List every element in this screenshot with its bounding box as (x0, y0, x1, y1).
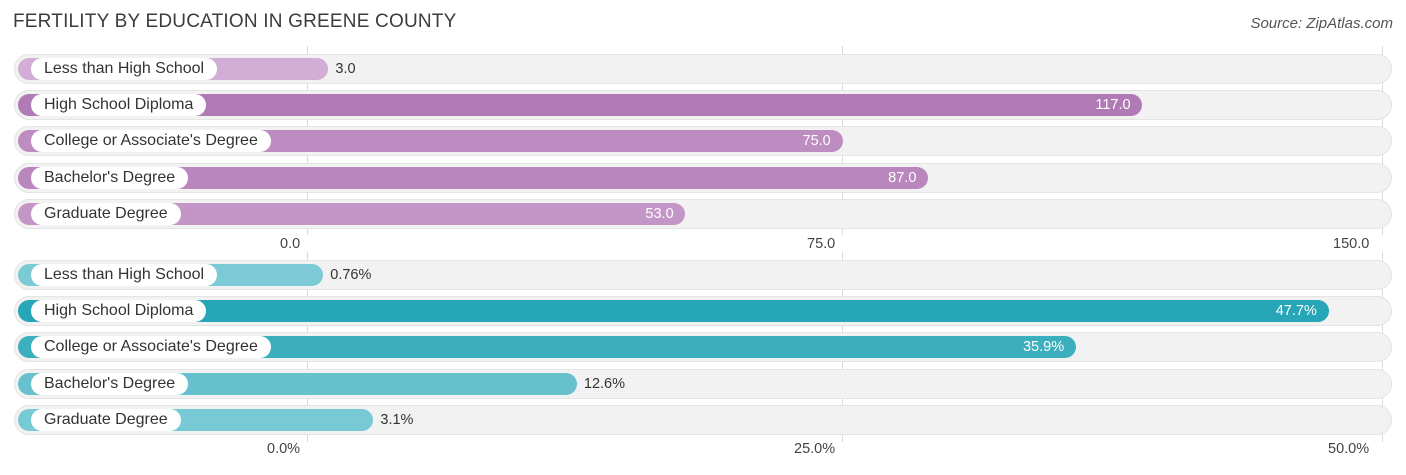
category-label: Less than High School (31, 264, 218, 286)
category-label: College or Associate's Degree (31, 336, 271, 359)
axis-tick-label: 0.0 (280, 236, 301, 252)
value-label: 87.0 (888, 169, 917, 186)
category-label: Graduate Degree (31, 202, 181, 225)
value-label: 3.1% (380, 411, 414, 428)
axis-tick-label: 75.0 (807, 236, 836, 252)
value-label: 117.0 (1095, 97, 1131, 114)
category-label: Less than High School (31, 58, 218, 80)
category-label: Bachelor's Degree (31, 166, 189, 189)
bar[interactable] (18, 300, 1329, 323)
bar[interactable] (18, 336, 1076, 359)
category-label: Graduate Degree (31, 408, 181, 431)
axis-tick-label: 0.0% (267, 441, 301, 457)
value-label: 3.0 (335, 61, 356, 77)
value-label: 0.76% (330, 267, 372, 283)
value-label: 35.9% (1022, 339, 1065, 356)
category-label: Bachelor's Degree (31, 372, 189, 395)
axis-tick-label: 150.0 (1333, 236, 1370, 252)
value-label: 53.0 (645, 205, 674, 222)
source-note: Source: ZipAtlas.com (1250, 15, 1393, 32)
bar[interactable] (18, 202, 686, 225)
value-label: 12.6% (583, 375, 626, 392)
bar[interactable] (18, 94, 1143, 117)
category-label: High School Diploma (31, 94, 207, 117)
chart-title: FERTILITY BY EDUCATION IN GREENE COUNTY (13, 11, 457, 32)
value-label: 47.7% (1275, 303, 1317, 320)
value-label: 75.0 (802, 133, 831, 150)
category-label: High School Diploma (31, 300, 207, 323)
category-label: College or Associate's Degree (31, 130, 271, 153)
bar[interactable] (18, 166, 929, 189)
axis-tick-label: 50.0% (1328, 441, 1370, 457)
axis-tick-label: 25.0% (794, 441, 836, 457)
